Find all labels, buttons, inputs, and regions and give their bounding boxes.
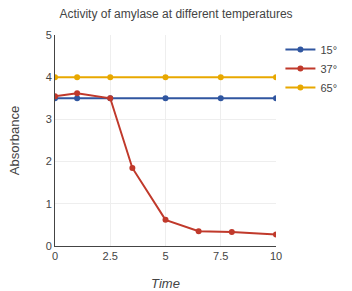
svg-text:Absorbance: Absorbance bbox=[7, 106, 22, 175]
svg-text:Time: Time bbox=[151, 276, 180, 291]
svg-text:37°: 37° bbox=[320, 63, 337, 75]
svg-text:0: 0 bbox=[46, 240, 52, 252]
svg-text:Activity of amylase at differe: Activity of amylase at different tempera… bbox=[59, 7, 292, 21]
svg-text:10: 10 bbox=[270, 250, 282, 262]
svg-text:0: 0 bbox=[52, 250, 58, 262]
svg-text:2: 2 bbox=[46, 155, 52, 167]
svg-text:7.5: 7.5 bbox=[213, 250, 228, 262]
svg-text:15°: 15° bbox=[320, 44, 337, 56]
svg-text:2.5: 2.5 bbox=[103, 250, 118, 262]
svg-text:4: 4 bbox=[46, 71, 52, 83]
svg-text:5: 5 bbox=[46, 29, 52, 41]
svg-text:65°: 65° bbox=[320, 82, 337, 94]
svg-text:3: 3 bbox=[46, 113, 52, 125]
svg-text:5: 5 bbox=[162, 250, 168, 262]
svg-text:1: 1 bbox=[46, 198, 52, 210]
